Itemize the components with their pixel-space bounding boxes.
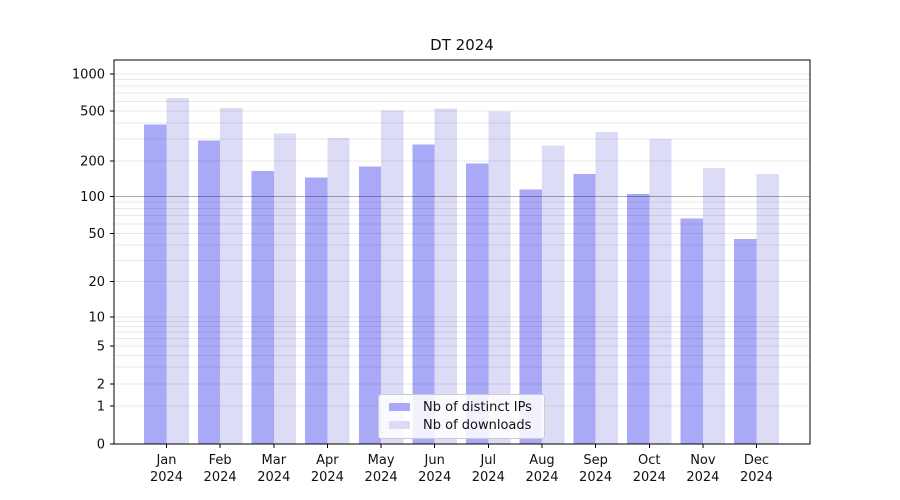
y-tick-label-1000: 1000 [72,68,105,83]
x-tick-label-Sep: Sep [583,453,608,468]
legend-item-distinct-ips: Nb of distinct IPs [389,399,532,415]
x-tick-label-Feb: Feb [209,453,232,468]
bar-downloads-Aug [542,145,565,444]
bar-distinct-ips-Jul [466,163,489,444]
bar-distinct-ips-May [358,166,382,444]
x-tick-year-Mar: 2024 [257,470,290,485]
bar-downloads-May [381,110,404,444]
bar-distinct-ips-Jun [412,144,435,444]
y-tick-label-1: 1 [97,400,105,415]
axes-box [113,59,811,445]
x-tick-year-Jul: 2024 [472,470,505,485]
bar-distinct-ips-Sep [573,174,596,444]
x-tick-year-Oct: 2024 [633,470,666,485]
chart-legend: Nb of distinct IPs Nb of downloads [378,394,545,439]
x-tick-label-Jan: Jan [155,453,176,468]
bar-downloads-Jun [434,108,457,445]
x-tick-label-Dec: Dec [744,453,769,468]
x-tick-year-Feb: 2024 [204,470,237,485]
bar-downloads-Apr [327,138,350,444]
x-tick-label-Aug: Aug [529,453,554,468]
y-tick-label-50: 50 [88,227,105,242]
bar-distinct-ips-Jan [144,124,167,444]
legend-label-downloads: Nb of downloads [423,417,532,433]
x-tick-label-May: May [368,453,395,468]
y-tick-label-500: 500 [80,105,105,120]
y-tick-label-100: 100 [80,190,105,205]
bar-downloads-Mar [273,133,297,444]
y-tick-label-20: 20 [88,275,105,290]
x-tick-label-Nov: Nov [690,453,716,468]
legend-swatch-distinct-ips [389,403,410,411]
x-tick-label-Oct: Oct [638,453,660,468]
y-tick-label-2: 2 [97,378,105,393]
bar-downloads-Sep [595,132,618,444]
x-tick-year-Apr: 2024 [311,470,344,485]
bar-downloads-Feb [220,107,243,445]
bar-downloads-Jan [166,97,189,445]
legend-item-downloads: Nb of downloads [389,417,532,433]
chart-title: DT 2024 [430,36,494,54]
x-tick-year-Jun: 2024 [418,470,451,485]
bar-distinct-ips-Feb [197,140,221,444]
legend-label-distinct-ips: Nb of distinct IPs [423,399,532,415]
legend-swatch-downloads [389,421,410,429]
x-tick-label-Apr: Apr [316,453,339,468]
x-tick-year-Aug: 2024 [525,470,558,485]
x-tick-year-Jan: 2024 [150,470,183,485]
x-tick-year-Sep: 2024 [579,470,612,485]
x-tick-year-May: 2024 [365,470,398,485]
bar-distinct-ips-Mar [251,170,274,444]
bar-distinct-ips-Aug [519,189,542,444]
y-tick-label-5: 5 [97,340,105,355]
bar-downloads-Nov [702,167,726,445]
x-tick-label-Jul: Jul [479,453,496,468]
bar-downloads-Dec [756,174,779,444]
bar-downloads-Oct [649,138,672,444]
bar-downloads-Jul [488,111,511,444]
y-tick-label-10: 10 [88,311,105,326]
x-tick-year-Nov: 2024 [686,470,719,485]
y-tick-label-0: 0 [97,438,105,453]
bar-distinct-ips-Nov [680,218,703,444]
bar-distinct-ips-Apr [305,177,328,444]
bar-distinct-ips-Oct [627,194,650,444]
x-tick-year-Dec: 2024 [740,470,773,485]
x-tick-label-Jun: Jun [424,453,445,468]
y-tick-label-200: 200 [80,155,105,170]
bar-distinct-ips-Dec [734,239,757,444]
x-tick-label-Mar: Mar [262,453,287,468]
